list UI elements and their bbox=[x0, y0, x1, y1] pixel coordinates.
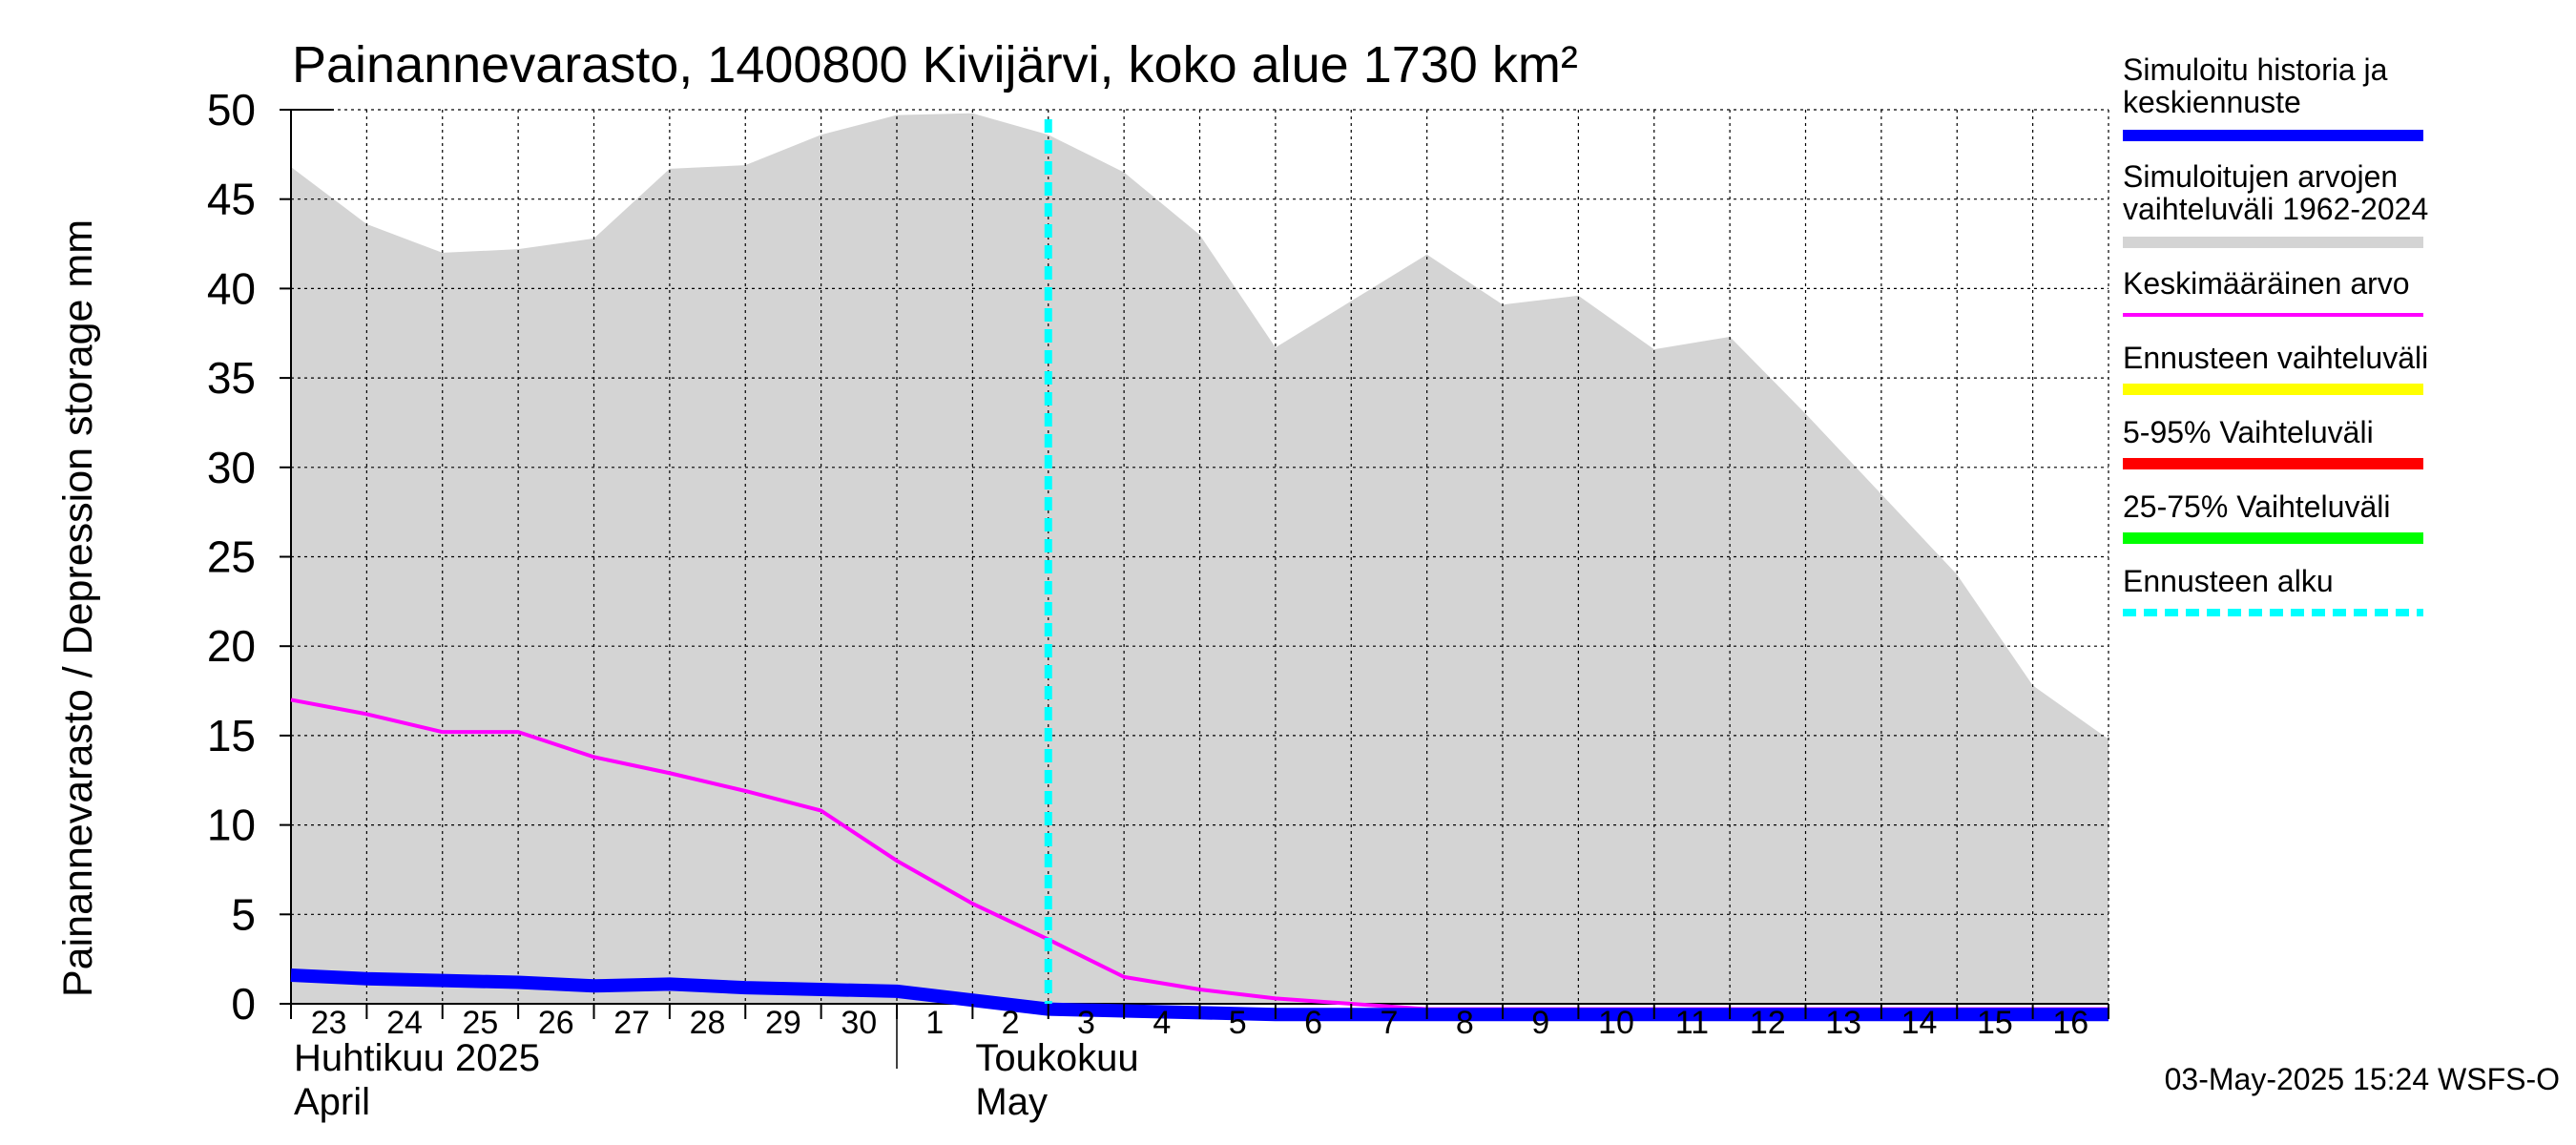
y-tick-label: 15 bbox=[207, 711, 256, 760]
y-tick-label: 0 bbox=[231, 979, 256, 1029]
x-tick-label: 16 bbox=[2052, 1005, 2088, 1041]
x-tick-label: 26 bbox=[538, 1005, 574, 1041]
legend-item-fcstart: Ennusteen alku bbox=[2123, 564, 2423, 616]
y-tick-label: 20 bbox=[207, 621, 256, 671]
legend-label: Keskimääräinen arvo bbox=[2123, 266, 2410, 301]
x-tick-label: 24 bbox=[386, 1005, 423, 1041]
legend-item-fcrange: Ennusteen vaihteluväli bbox=[2123, 341, 2428, 395]
month-label-line1: Huhtikuu 2025 bbox=[294, 1037, 540, 1079]
legend-label: Ennusteen vaihteluväli bbox=[2123, 341, 2428, 375]
x-tick-label: 25 bbox=[463, 1005, 499, 1041]
y-tick-label: 25 bbox=[207, 532, 256, 582]
x-tick-label: 9 bbox=[1531, 1005, 1549, 1041]
x-tick-label: 3 bbox=[1077, 1005, 1095, 1041]
legend-label: 5-95% Vaihteluväli bbox=[2123, 415, 2374, 449]
x-tick-label: 1 bbox=[925, 1005, 944, 1041]
legend-item-p2575: 25-75% Vaihteluväli bbox=[2123, 489, 2423, 544]
x-tick-label: 11 bbox=[1675, 1005, 1709, 1041]
x-tick-label: 29 bbox=[765, 1005, 801, 1041]
x-tick-label: 4 bbox=[1153, 1005, 1171, 1041]
x-tick-label: 6 bbox=[1304, 1005, 1322, 1041]
legend-label: keskiennuste bbox=[2123, 85, 2301, 119]
legend-label: Simuloitu historia ja bbox=[2123, 52, 2388, 87]
x-tick-labels: 23 24 25 26 27 28 29 30 1 2 3 4 5 6 7 8 9 10 11 12 13 14 15 16 bbox=[290, 1004, 2109, 1041]
chart-title: Painannevarasto, 1400800 Kivijärvi, koko… bbox=[292, 36, 1578, 94]
month-label-line2: April bbox=[294, 1081, 370, 1123]
x-tick-label: 14 bbox=[1901, 1005, 1938, 1041]
x-tick-label: 13 bbox=[1825, 1005, 1861, 1041]
y-tick-label: 35 bbox=[207, 353, 256, 403]
x-tick-label: 28 bbox=[690, 1005, 726, 1041]
y-axis-label: Painannevarasto / Depression storage mm bbox=[55, 219, 101, 997]
x-tick-label: 27 bbox=[613, 1005, 650, 1041]
legend-item-mean: Keskimääräinen arvo bbox=[2123, 266, 2423, 317]
legend-label: Simuloitujen arvojen bbox=[2123, 159, 2398, 194]
legend-label: Ennusteen alku bbox=[2123, 564, 2334, 598]
y-tick-label: 40 bbox=[207, 263, 256, 313]
x-tick-label: 12 bbox=[1750, 1005, 1786, 1041]
legend-item-p595: 5-95% Vaihteluväli bbox=[2123, 415, 2423, 469]
x-tick-label: 2 bbox=[1002, 1005, 1020, 1041]
y-tick-label: 45 bbox=[207, 175, 256, 224]
footer-timestamp: 03-May-2025 15:24 WSFS-O bbox=[2165, 1062, 2560, 1096]
y-tick-label: 50 bbox=[207, 85, 256, 135]
x-tick-label: 30 bbox=[841, 1005, 877, 1041]
y-tick-label: 5 bbox=[231, 889, 256, 939]
y-tick-label: 30 bbox=[207, 443, 256, 492]
x-tick-label: 7 bbox=[1380, 1005, 1398, 1041]
x-tick-label: 10 bbox=[1598, 1005, 1634, 1041]
x-tick-label: 8 bbox=[1456, 1005, 1474, 1041]
x-tick-label: 15 bbox=[1977, 1005, 2013, 1041]
y-tick-labels: 0 5 10 15 20 25 30 35 40 45 50 bbox=[207, 85, 291, 1029]
month-label-line2: May bbox=[975, 1081, 1048, 1123]
x-tick-label: 23 bbox=[311, 1005, 347, 1041]
x-tick-label: 5 bbox=[1229, 1005, 1247, 1041]
legend: Simuloitu historia jakeskiennusteSimuloi… bbox=[2123, 52, 2428, 616]
legend-label: 25-75% Vaihteluväli bbox=[2123, 489, 2390, 524]
month-label-line1: Toukokuu bbox=[975, 1037, 1138, 1079]
plot-area bbox=[290, 109, 2109, 1022]
y-tick-label: 10 bbox=[207, 801, 256, 850]
legend-label: vaihteluväli 1962-2024 bbox=[2123, 192, 2428, 226]
